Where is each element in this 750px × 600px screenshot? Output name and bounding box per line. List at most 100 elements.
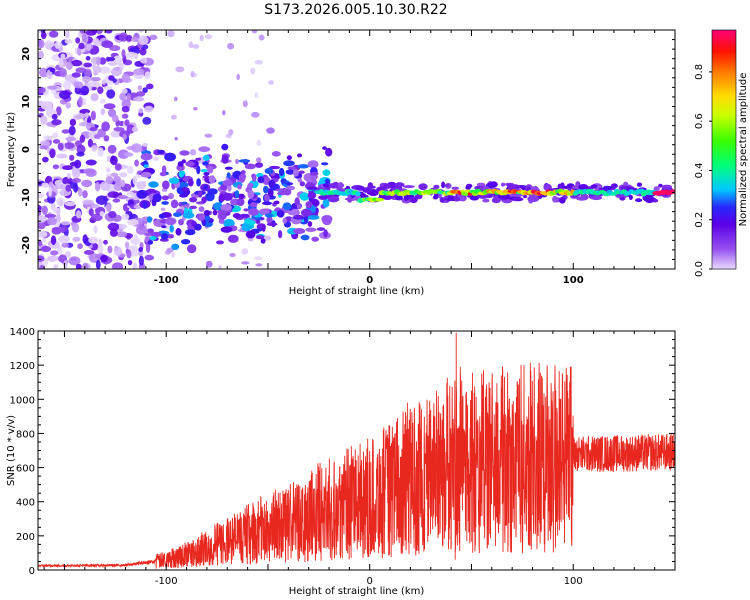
spectrogram-cell <box>131 126 139 133</box>
colorbar-segment <box>712 35 736 39</box>
colorbar-segment <box>712 77 736 81</box>
colorbar-segment <box>712 115 736 119</box>
spectrogram-cell <box>171 243 180 250</box>
y-tick-label: 0 <box>29 566 35 577</box>
y-tick-label: 800 <box>16 429 35 440</box>
spectrogram-cell <box>268 179 276 189</box>
spectrogram-cell <box>240 170 246 175</box>
spectrogram-cell <box>203 210 211 216</box>
colorbar-segment <box>712 255 736 258</box>
spectrogram-cell <box>238 159 251 163</box>
spectrogram-cell <box>181 239 191 245</box>
spectrogram-cell <box>85 30 97 36</box>
colorbar-segment <box>712 69 736 73</box>
spectrogram-cell <box>177 163 184 167</box>
colorbar-segment <box>712 207 736 210</box>
spectrogram-cell <box>38 240 43 247</box>
spectrogram-cell <box>53 264 59 269</box>
spectrogram-cell <box>65 184 71 192</box>
y-tick-label: 1000 <box>10 395 35 406</box>
spectrogram-cell <box>204 34 213 40</box>
spectrogram-cell <box>107 144 117 154</box>
colorbar-segment <box>712 71 736 75</box>
spectrogram-cell <box>63 142 75 149</box>
spectrogram-cell <box>367 185 376 189</box>
spectrogram-cell <box>198 206 205 212</box>
spectrogram-cell <box>181 201 188 205</box>
colorbar-segment <box>712 163 736 167</box>
colorbar-segment <box>712 30 736 33</box>
spectrogram-cell <box>193 107 198 111</box>
spectrogram-cell <box>166 247 174 253</box>
spectrogram-cell <box>127 260 133 266</box>
spectrogram-cell <box>113 175 121 183</box>
spectrogram-cell <box>38 40 42 46</box>
spectrogram-cell <box>64 201 76 207</box>
spectrogram-cell <box>105 30 113 34</box>
colorbar-segment <box>712 57 736 61</box>
colorbar-frame <box>711 29 737 270</box>
colorbar-segment <box>712 257 736 260</box>
spectrogram-cell <box>262 176 271 185</box>
spectrogram-cell <box>174 136 178 141</box>
spectrogram-cell <box>79 134 86 143</box>
x-axis-label: Height of straight line (km) <box>289 586 425 597</box>
colorbar-segment <box>712 217 736 220</box>
spectrogram-cell <box>321 215 333 223</box>
colorbar-segment <box>712 251 736 254</box>
colorbar-segment <box>712 243 736 246</box>
colorbar-segment <box>712 139 736 143</box>
x-axis-label: Height of straight line (km) <box>289 286 425 297</box>
colorbar-segment <box>712 233 736 236</box>
spectrogram-cell <box>41 182 49 188</box>
spectrogram-cell <box>110 155 118 166</box>
spectrogram-cell <box>40 245 52 253</box>
spectrogram-cell <box>212 209 218 216</box>
spectrogram-cell <box>103 103 116 110</box>
spectrogram-cell <box>307 221 313 227</box>
spectrogram-cell <box>82 190 88 199</box>
colorbar-segment <box>712 231 736 234</box>
spectrogram-cell <box>129 251 139 257</box>
colorbar-segment <box>712 37 736 41</box>
colorbar-segment <box>712 247 736 250</box>
spectrogram-cell <box>239 213 250 218</box>
colorbar-segment <box>712 253 736 256</box>
spectrogram-cell <box>337 182 344 188</box>
spectrogram-cell <box>202 161 209 166</box>
spectrogram-cell <box>247 182 254 189</box>
spectrogram-cell <box>116 231 128 238</box>
spectrogram-cell <box>38 220 46 230</box>
spectrogram-cell <box>144 254 155 261</box>
spectrogram-cell <box>146 216 153 223</box>
colorbar-segment <box>712 39 736 43</box>
spectrogram-cell <box>255 219 261 224</box>
spectrogram-cell <box>105 176 114 185</box>
spectrogram-cell <box>226 172 231 179</box>
spectrogram-cell <box>99 57 107 65</box>
spectrogram-cell <box>262 201 273 206</box>
spectrogram-cell <box>71 168 81 179</box>
spectrogram-cell <box>322 169 331 176</box>
spectrogram-cell <box>300 208 312 217</box>
spectrogram-cell <box>44 213 57 219</box>
spectrogram-cell <box>63 80 72 90</box>
spectrogram-cell <box>228 129 234 136</box>
spectrogram-cell <box>251 30 258 34</box>
spectrogram-cell <box>236 198 245 207</box>
spectrogram-cell <box>170 199 179 209</box>
spectrogram-cell <box>64 30 70 39</box>
colorbar-segment <box>712 145 736 149</box>
spectrogram-cell <box>271 151 281 157</box>
spectrogram-cell <box>220 226 233 233</box>
spectrogram-cell <box>131 37 139 42</box>
spectrogram-cell <box>527 195 540 202</box>
spectrogram-cell <box>69 118 77 126</box>
spectrogram-cell <box>189 205 198 210</box>
spectrogram-cell <box>147 228 155 234</box>
spectrogram-cell <box>310 171 319 176</box>
colorbar-segment <box>712 49 736 53</box>
colorbar-segment <box>712 199 736 202</box>
spectrogram-cell <box>39 264 45 269</box>
colorbar-segment <box>712 99 736 103</box>
